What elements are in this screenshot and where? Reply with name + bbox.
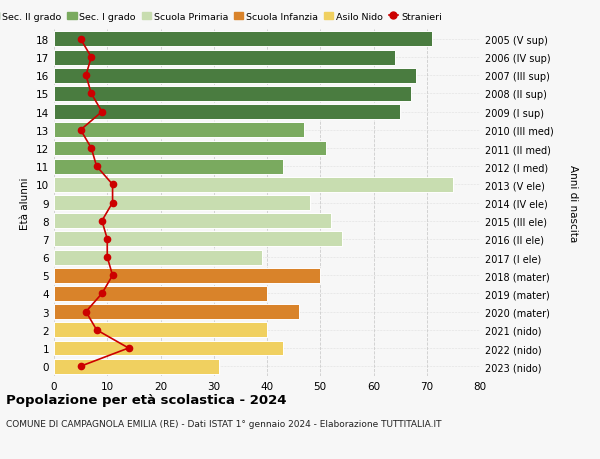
Bar (54, 196, 310, 211)
Bar (54, 268, 320, 283)
Text: COMUNE DI CAMPAGNOLA EMILIA (RE) - Dati ISTAT 1° gennaio 2024 - Elaborazione TUT: COMUNE DI CAMPAGNOLA EMILIA (RE) - Dati … (6, 419, 442, 428)
Bar (54, 105, 400, 120)
Bar (54, 250, 262, 265)
Bar (54, 50, 395, 65)
Text: Popolazione per età scolastica - 2024: Popolazione per età scolastica - 2024 (6, 393, 287, 406)
Y-axis label: Età alunni: Età alunni (20, 177, 31, 230)
Bar (54, 286, 267, 301)
Bar (54, 69, 416, 84)
Bar (54, 33, 432, 47)
Bar (54, 87, 411, 102)
Bar (54, 141, 326, 156)
Bar (54, 323, 267, 337)
Bar (54, 232, 341, 247)
Legend: Sec. II grado, Sec. I grado, Scuola Primaria, Scuola Infanzia, Asilo Nido, Stran: Sec. II grado, Sec. I grado, Scuola Prim… (0, 13, 442, 22)
Bar (54, 304, 299, 319)
Bar (54, 159, 283, 174)
Y-axis label: Anni di nascita: Anni di nascita (568, 165, 577, 241)
Bar (54, 214, 331, 229)
Bar (54, 359, 219, 374)
Bar (54, 123, 304, 138)
Bar (54, 341, 283, 356)
Bar (54, 178, 454, 192)
